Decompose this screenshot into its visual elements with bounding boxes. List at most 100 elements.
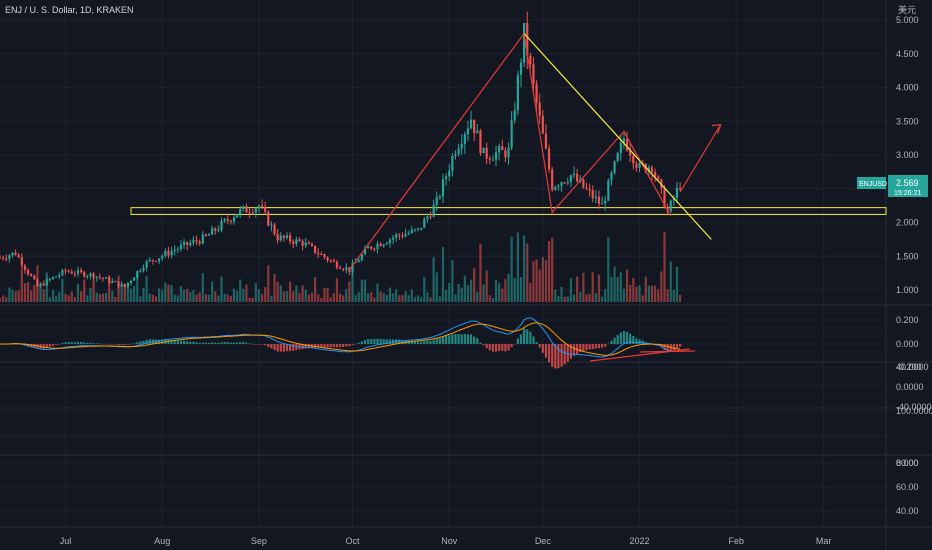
volume-bar <box>148 293 151 302</box>
indicator-axis-5[interactable]: 80.00 60.00 40.00 <box>896 458 919 516</box>
time-axis-label: Feb <box>728 536 744 546</box>
candle-body <box>204 234 207 236</box>
candle-body <box>273 224 276 235</box>
time-axis[interactable]: Jul Aug Sep Oct Nov Dec 2022 Feb Mar <box>60 536 832 546</box>
volume-bar <box>610 277 613 302</box>
volume-bar <box>260 294 264 302</box>
candle-body <box>276 234 279 241</box>
macd-histogram-bar <box>92 343 95 344</box>
macd-histogram-bar <box>89 342 92 344</box>
volume-bar <box>613 266 616 302</box>
breakout-arrow[interactable] <box>679 123 722 193</box>
indicator-axis-3[interactable]: 40.0000 0.0000 -40.0000 <box>896 362 932 412</box>
macd-histogram-bar <box>145 339 148 344</box>
candle-body <box>17 254 20 258</box>
macd-histogram-bar <box>426 340 429 344</box>
support-zone[interactable] <box>130 207 887 215</box>
volume-bar <box>126 282 130 302</box>
candle-body <box>535 83 538 103</box>
macd-histogram-bar <box>295 344 298 351</box>
volume-bar <box>313 276 317 302</box>
candle-body <box>8 255 11 259</box>
macd-histogram-bar <box>207 342 211 344</box>
volume-bar <box>485 270 488 302</box>
macd-histogram-bar <box>473 336 476 344</box>
macd-histogram-bar <box>120 344 123 345</box>
macd-histogram-bar <box>182 340 186 344</box>
indicator-axis-4[interactable]: 100.0000 0.000 <box>896 406 932 468</box>
candle-body <box>360 254 363 261</box>
macd-histogram-bar <box>441 336 445 344</box>
volume-bars <box>0 232 682 302</box>
candle-body <box>635 163 638 168</box>
candle-body <box>354 262 357 264</box>
macd-histogram-bar <box>292 344 295 351</box>
macd-histogram-bar <box>463 334 466 344</box>
candle-body <box>182 241 186 245</box>
macd-axis[interactable]: 0.200 0.000 -0.200 <box>896 315 922 372</box>
candle-body <box>501 146 504 151</box>
macd-histogram-bar <box>335 344 339 348</box>
descending-trend-line[interactable] <box>523 33 712 240</box>
volume-bar <box>507 273 510 302</box>
volume-bar <box>604 289 607 302</box>
candle-body <box>170 250 173 256</box>
candle-body <box>30 274 33 276</box>
candle-body <box>494 152 498 160</box>
macd-divergence-lines[interactable] <box>589 348 696 362</box>
macd-histogram-bar <box>501 344 504 351</box>
candle-body <box>33 275 36 280</box>
candle-body <box>295 239 298 244</box>
candle-body <box>267 211 270 226</box>
volume-bar <box>64 294 67 302</box>
volume-bar <box>591 272 594 302</box>
volume-bar <box>407 295 410 302</box>
volume-bar <box>395 289 398 302</box>
macd-histogram-bar <box>58 344 61 345</box>
candle-body <box>45 279 48 286</box>
macd-histogram-bar <box>591 344 594 350</box>
candle-body <box>476 130 479 134</box>
volume-bar <box>33 284 36 302</box>
macd-histogram-bar <box>675 344 679 349</box>
candle-body <box>70 271 73 274</box>
volume-bar <box>220 276 223 302</box>
volume-bar <box>307 294 310 302</box>
candle-body <box>473 119 476 134</box>
volume-bar <box>501 288 504 302</box>
candle-body <box>479 130 482 154</box>
macd-histogram-bar <box>554 344 557 369</box>
volume-bar <box>173 294 176 302</box>
volume-bar <box>532 261 535 302</box>
price-axis[interactable]: 5.0004.5004.0003.5003.0002.5002.0001.500… <box>896 15 919 295</box>
candle-body <box>11 252 14 256</box>
volume-bar <box>51 289 55 302</box>
volume-bar <box>445 290 448 302</box>
macd-histogram-bar <box>569 344 573 359</box>
macd-histogram-bar <box>267 344 270 348</box>
candle-body <box>629 150 632 156</box>
macd-histogram-bar <box>98 343 101 345</box>
candle-body <box>619 142 622 154</box>
candle-body <box>466 128 470 135</box>
candle-body <box>367 246 370 249</box>
macd-histogram-bar <box>186 341 189 344</box>
volume-bar <box>504 279 507 302</box>
volume-bar <box>354 295 357 302</box>
macd-histogram-bar <box>547 344 551 363</box>
volume-bar <box>597 274 601 302</box>
volume-bar <box>538 269 541 302</box>
candle-body <box>26 269 30 275</box>
macd-histogram-bar <box>625 331 629 344</box>
candle-body <box>232 217 236 222</box>
candle-body <box>654 172 657 177</box>
macd-histogram-bar <box>476 338 479 344</box>
candle-body <box>64 270 67 272</box>
volume-bar <box>154 296 158 302</box>
macd-histogram-bar <box>129 344 133 345</box>
volume-bar <box>332 293 335 302</box>
candle-body <box>351 262 354 272</box>
macd-histogram-bar <box>557 344 560 369</box>
candlestick-series <box>0 11 682 289</box>
